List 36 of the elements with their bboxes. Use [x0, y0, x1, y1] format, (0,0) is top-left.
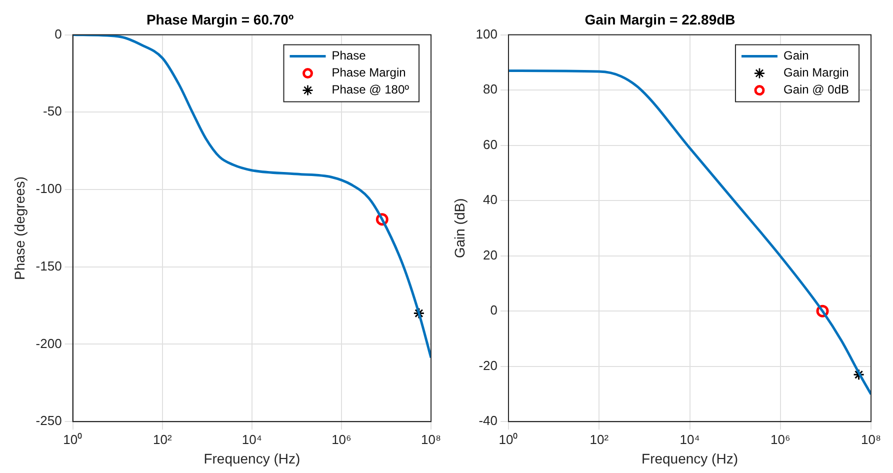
x-tick-label: 10⁴: [242, 432, 262, 447]
y-tick-label: -40: [478, 413, 498, 428]
y-axis-title: Gain (dB): [451, 198, 468, 258]
y-tick-label: 0: [490, 302, 498, 318]
y-tick-label: -50: [43, 104, 62, 119]
y-axis-title: Phase (degrees): [11, 176, 28, 280]
legend-label: Phase @ 180º: [332, 82, 410, 97]
x-axis-title: Frequency (Hz): [642, 450, 738, 466]
x-tick-label: 10⁸: [421, 432, 442, 447]
x-tick-label: 10⁸: [861, 432, 882, 447]
chart-title: Phase Margin = 60.70º: [146, 11, 294, 28]
y-tick-label: 60: [483, 136, 498, 152]
y-tick-label: -100: [36, 181, 62, 196]
x-axis-title: Frequency (Hz): [204, 450, 300, 466]
y-tick-label: 40: [483, 192, 498, 208]
chart-title: Gain Margin = 22.89dB: [584, 11, 736, 28]
legend-label: Phase Margin: [332, 66, 406, 80]
x-tick-label: 10⁰: [63, 432, 83, 447]
y-tick-label: 0: [54, 26, 62, 42]
y-tick-label: 100: [476, 26, 498, 42]
legend-label: Gain Margin: [783, 66, 849, 80]
y-tick-label: -250: [36, 413, 62, 428]
x-tick-label: 10⁶: [332, 432, 352, 447]
x-tick-label: 10²: [590, 432, 610, 447]
y-tick-label: -150: [36, 258, 62, 274]
legend-label: Gain: [783, 48, 809, 63]
x-tick-label: 10⁰: [498, 432, 518, 447]
y-tick-label: -20: [478, 358, 498, 373]
x-tick-label: 10⁶: [770, 432, 790, 447]
legend-label: Gain @ 0dB: [783, 82, 850, 97]
y-tick-label: 80: [483, 82, 498, 97]
y-tick-label: 20: [483, 247, 498, 262]
legend-label: Phase: [332, 48, 366, 63]
y-tick-label: -200: [36, 336, 62, 351]
x-tick-label: 10⁴: [680, 432, 700, 447]
x-tick-label: 10²: [152, 432, 172, 447]
